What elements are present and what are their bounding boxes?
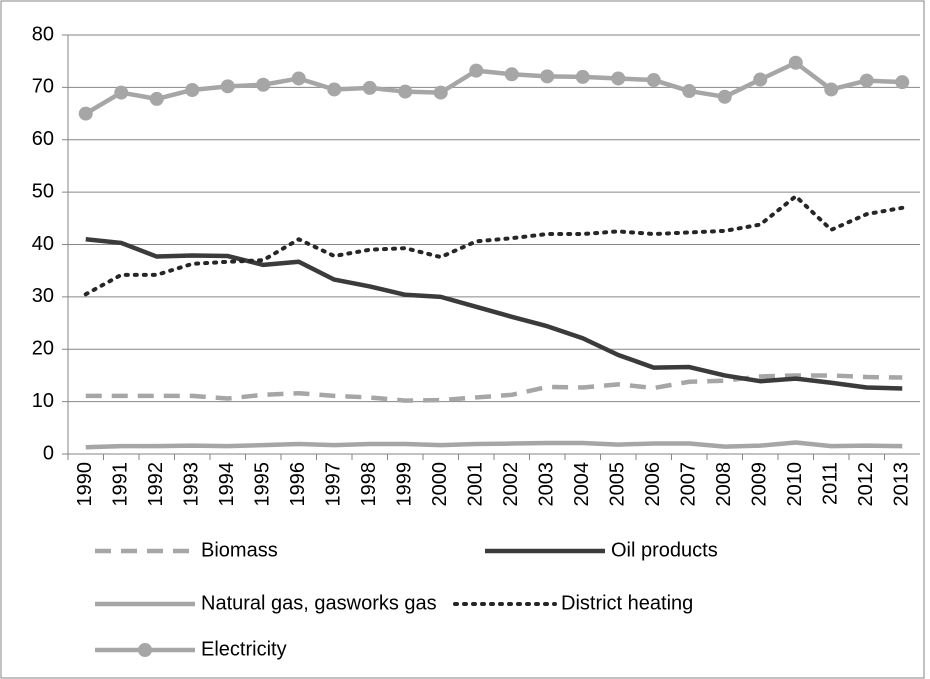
x-tick-label: 2010 xyxy=(784,462,806,507)
x-tick-label: 2012 xyxy=(855,462,877,507)
point-marker xyxy=(575,69,590,84)
x-tick-label: 1996 xyxy=(287,462,309,507)
x-tick-label: 2009 xyxy=(749,462,771,507)
point-marker xyxy=(149,91,164,106)
y-tick-label: 10 xyxy=(32,390,54,412)
y-tick-label: 80 xyxy=(32,23,54,45)
y-tick-label: 40 xyxy=(32,233,54,255)
point-marker xyxy=(504,67,519,82)
point-marker xyxy=(824,82,839,97)
legend-label: Natural gas, gasworks gas xyxy=(201,592,437,614)
point-marker xyxy=(362,80,377,95)
point-marker xyxy=(469,63,484,78)
point-marker xyxy=(753,72,768,87)
point-marker xyxy=(185,82,200,97)
x-tick-label: 1998 xyxy=(358,462,380,507)
legend-label: Electricity xyxy=(201,638,287,660)
x-tick-label: 2006 xyxy=(642,462,664,507)
point-marker xyxy=(859,73,874,88)
point-marker xyxy=(895,75,910,90)
x-tick-label: 2005 xyxy=(607,462,629,507)
series-line xyxy=(85,373,903,403)
x-tick-label: 2013 xyxy=(891,462,913,507)
y-tick-label: 0 xyxy=(43,442,54,464)
y-tick-label: 70 xyxy=(32,76,54,98)
legend-label: Oil products xyxy=(611,539,718,561)
x-tick-label: 2003 xyxy=(536,462,558,507)
x-tick-label: 1995 xyxy=(252,462,274,507)
legend-label: Biomass xyxy=(201,539,278,561)
legend-marker xyxy=(138,643,152,657)
point-marker xyxy=(433,85,448,100)
x-tick-label: 2008 xyxy=(713,462,735,507)
x-tick-label: 1994 xyxy=(216,462,238,507)
point-marker xyxy=(291,71,306,86)
x-tick-label: 1993 xyxy=(181,462,203,507)
x-tick-label: 1992 xyxy=(145,462,167,507)
x-tick-label: 2002 xyxy=(500,462,522,507)
point-marker xyxy=(220,79,235,94)
x-tick-label: 1997 xyxy=(323,462,345,507)
x-tick-label: 1990 xyxy=(74,462,96,507)
point-marker xyxy=(682,84,697,99)
y-tick-label: 50 xyxy=(32,180,54,202)
series-line xyxy=(83,194,905,297)
series-line xyxy=(85,237,903,391)
point-marker xyxy=(78,106,93,121)
y-tick-label: 60 xyxy=(32,128,54,150)
x-tick-label: 2011 xyxy=(820,462,842,505)
point-marker xyxy=(256,77,271,92)
series-line xyxy=(85,440,903,450)
point-marker xyxy=(717,89,732,104)
point-marker xyxy=(114,85,129,100)
x-tick-label: 2000 xyxy=(429,462,451,507)
point-marker xyxy=(611,71,626,86)
y-tick-label: 30 xyxy=(32,285,54,307)
point-marker xyxy=(327,82,342,97)
x-tick-label: 1999 xyxy=(394,462,416,507)
point-marker xyxy=(398,84,413,99)
point-marker xyxy=(540,69,555,84)
y-tick-label: 20 xyxy=(32,338,54,360)
x-tick-label: 1991 xyxy=(110,462,132,507)
point-marker xyxy=(646,73,661,88)
x-tick-label: 2004 xyxy=(571,462,593,507)
legend-label: District heating xyxy=(561,592,693,614)
point-marker xyxy=(788,55,803,70)
x-tick-label: 2007 xyxy=(678,462,700,507)
x-tick-label: 2001 xyxy=(465,462,487,507)
